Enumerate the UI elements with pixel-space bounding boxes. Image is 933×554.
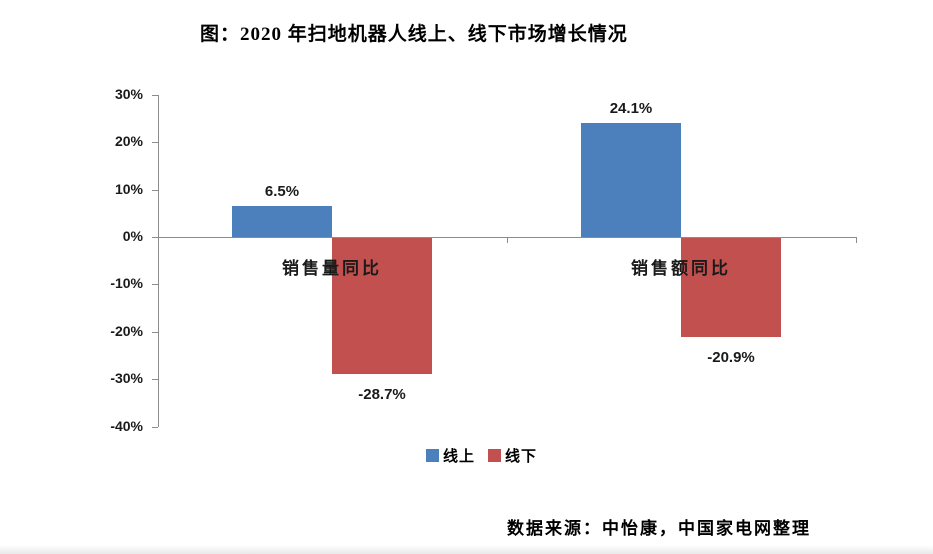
y-axis-tick-label: -40%	[110, 417, 143, 434]
y-axis-line	[158, 95, 159, 427]
chart-title: 图：2020 年扫地机器人线上、线下市场增长情况	[200, 24, 628, 45]
category-label: 销售量同比	[282, 259, 382, 278]
y-axis-tick-label: 30%	[114, 85, 143, 102]
legend-item-online: 线上	[426, 445, 475, 466]
offline-bar	[681, 238, 781, 338]
legend-item-offline: 线下	[488, 445, 537, 466]
online-value-label: 6.5%	[264, 183, 300, 201]
y-axis-tick-label: -20%	[110, 322, 143, 339]
legend-label-offline: 线下	[505, 449, 538, 465]
x-axis-tick	[507, 237, 508, 243]
offline-bar	[332, 238, 432, 375]
y-axis-tick-label: 0%	[122, 228, 143, 244]
legend-label-online: 线上	[443, 449, 476, 465]
y-axis-tick	[152, 94, 158, 96]
category-label: 销售额同比	[631, 259, 731, 278]
y-axis-tick-label: -30%	[110, 370, 143, 387]
legend-swatch-offline-icon	[488, 449, 502, 462]
y-axis-tick-label: -10%	[110, 275, 143, 292]
online-value-label: 24.1%	[609, 99, 653, 117]
y-axis-tick-label: 10%	[114, 180, 143, 197]
y-axis-tick	[152, 142, 158, 144]
online-bar	[232, 206, 332, 237]
y-axis-tick	[152, 379, 158, 381]
x-axis-tick	[856, 237, 857, 243]
y-axis-tick	[152, 426, 158, 428]
y-axis-tick	[152, 237, 158, 238]
offline-value-label: -20.9%	[707, 349, 755, 367]
page-bottom-edge	[0, 545, 933, 554]
y-axis-tick	[152, 331, 158, 333]
y-axis-tick-label: 20%	[114, 133, 143, 150]
legend-swatch-online-icon	[426, 449, 439, 462]
chart-legend: 线上 线下	[426, 445, 537, 466]
online-bar	[581, 122, 681, 237]
offline-value-label: -28.7%	[358, 386, 406, 404]
data-source-note: 数据来源：中怡康，中国家电网整理	[507, 519, 811, 538]
y-axis-tick	[152, 189, 158, 191]
y-axis-tick	[152, 284, 158, 286]
